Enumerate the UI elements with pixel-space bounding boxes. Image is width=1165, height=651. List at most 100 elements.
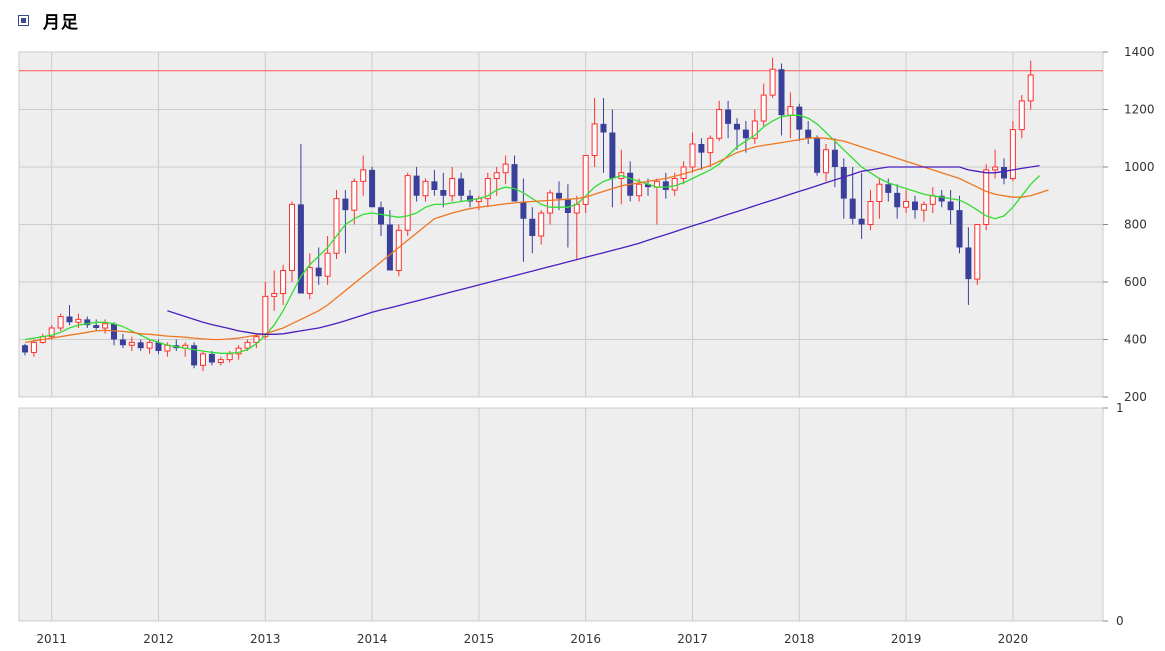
candle — [48, 325, 55, 340]
candle — [983, 164, 990, 231]
candle-body — [867, 201, 874, 225]
candle — [280, 264, 287, 305]
candle-body — [992, 166, 999, 171]
candle-body — [1001, 167, 1007, 179]
candle-body — [395, 229, 402, 271]
y-tick-label: 600 — [1124, 275, 1147, 289]
candle — [111, 322, 117, 346]
candle — [22, 343, 28, 356]
x-tick-label: 2014 — [357, 632, 388, 646]
x-tick-label: 2013 — [250, 632, 281, 646]
candle-body — [333, 198, 340, 254]
candle — [591, 98, 598, 167]
candle — [840, 158, 847, 219]
candle-body — [707, 137, 714, 154]
candle — [556, 181, 562, 211]
candle-body — [48, 327, 55, 338]
y-tick-label: 1000 — [1124, 160, 1155, 174]
candle — [609, 109, 616, 208]
candlestick-series — [22, 57, 1034, 372]
candle-body — [564, 198, 571, 213]
candle-body — [983, 169, 990, 225]
candle — [876, 178, 883, 219]
candle-body — [1018, 100, 1025, 131]
candle — [333, 190, 340, 259]
candle-body — [75, 318, 82, 323]
candle — [404, 172, 411, 236]
candle — [297, 144, 304, 294]
y-tick-label: 1200 — [1124, 103, 1155, 117]
candle — [289, 201, 295, 282]
candle — [217, 356, 224, 366]
candle — [413, 167, 420, 202]
candle-body — [636, 183, 643, 197]
candle-body — [662, 181, 669, 190]
candle — [66, 305, 73, 326]
candle — [751, 109, 758, 144]
candle — [493, 167, 500, 196]
candle-body — [751, 120, 758, 139]
candle — [600, 98, 607, 173]
candle — [662, 172, 669, 199]
candle-body — [716, 109, 723, 139]
candle — [351, 178, 358, 225]
candle-body — [538, 212, 545, 237]
candle — [538, 210, 545, 245]
candle — [1018, 95, 1025, 139]
candle-body — [947, 201, 954, 211]
candle-body — [956, 210, 963, 248]
candle-body — [30, 341, 37, 353]
x-tick-label: 2011 — [36, 632, 67, 646]
candle — [502, 155, 509, 185]
volume-plot-area — [18, 407, 1104, 622]
candle-body — [413, 175, 420, 196]
candle — [725, 100, 732, 139]
candle-body — [369, 169, 376, 208]
candle — [974, 224, 981, 285]
candle — [805, 121, 812, 144]
candle-body — [903, 201, 910, 208]
chart-title: 月足 — [43, 12, 79, 33]
candle-body — [974, 224, 981, 280]
candle-body — [796, 106, 803, 130]
ma-long-line — [167, 164, 1040, 335]
candle-body — [609, 132, 616, 179]
candle-body — [431, 181, 438, 190]
candle-body — [404, 175, 411, 231]
candle — [582, 155, 589, 213]
candle — [128, 336, 135, 351]
candle — [119, 333, 126, 349]
candle — [253, 333, 260, 349]
candle-body — [1027, 74, 1034, 102]
candle-body — [191, 345, 198, 366]
candle-body — [360, 169, 367, 182]
candle-body — [582, 155, 589, 205]
candle — [395, 224, 402, 277]
x-tick-label: 2012 — [143, 632, 174, 646]
candle-body — [573, 203, 580, 214]
candle-body — [297, 204, 304, 294]
candle — [458, 172, 465, 202]
candle-body — [840, 167, 847, 199]
x-tick-label: 2018 — [784, 632, 815, 646]
candle-body — [529, 218, 536, 236]
candle — [742, 121, 749, 153]
candle-body — [22, 345, 28, 353]
candle-body — [920, 203, 927, 211]
candle — [903, 190, 910, 213]
candle — [386, 210, 393, 271]
candle-body — [244, 341, 251, 349]
candle — [208, 351, 215, 366]
candle — [938, 190, 945, 208]
candle-body — [102, 323, 109, 329]
candle — [867, 190, 874, 231]
candle — [422, 178, 429, 202]
candle-body — [458, 178, 465, 196]
candle — [894, 184, 901, 219]
candle — [146, 339, 153, 354]
candle-body — [66, 316, 73, 323]
x-tick-label: 2019 — [891, 632, 922, 646]
candle — [484, 172, 491, 208]
candle-body — [645, 184, 651, 188]
candle-body — [93, 325, 100, 328]
